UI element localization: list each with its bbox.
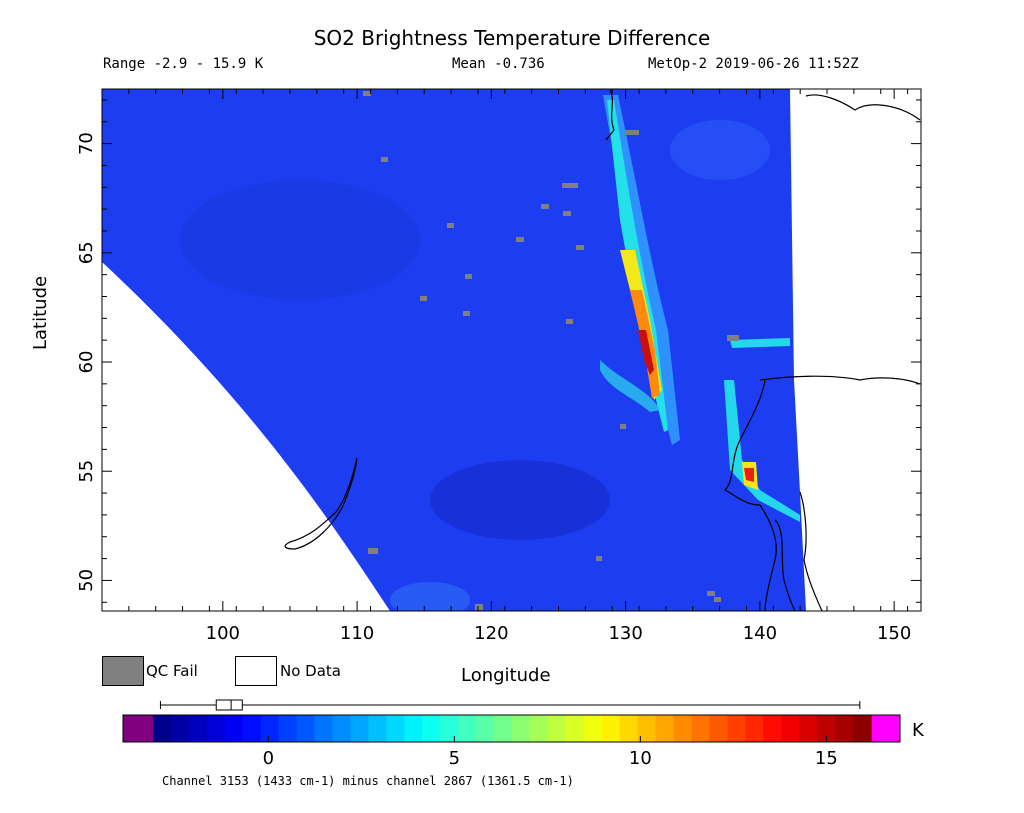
swath-dark-patch xyxy=(430,460,610,540)
colorbar-segment xyxy=(188,715,208,742)
colorbar-segment xyxy=(691,715,711,742)
colorbar-segment xyxy=(440,715,459,742)
colorbar-segment xyxy=(512,715,531,742)
colorbar-segment xyxy=(314,715,334,742)
colorbar-segment xyxy=(673,715,693,742)
colorbar-segment xyxy=(745,715,764,742)
axis-ticks xyxy=(101,89,921,611)
colorbar-segment xyxy=(224,715,244,742)
colorbar-segment xyxy=(422,715,441,742)
colorbar-segment xyxy=(476,715,495,742)
colorbar-segment xyxy=(835,715,854,742)
colorbar-tick-label: 10 xyxy=(628,748,652,769)
colorbar-segment xyxy=(799,715,818,742)
colorbar-segment xyxy=(153,715,172,742)
colorbar-segment xyxy=(817,715,836,742)
mean-label: Mean -0.736 xyxy=(452,56,545,72)
colorbar-under xyxy=(123,715,153,742)
y-axis-label: Latitude xyxy=(30,275,51,350)
colorbar-segment xyxy=(368,715,387,742)
colorbar-segment xyxy=(260,715,280,742)
colorbar-segment xyxy=(278,715,298,742)
y-tick-label: 55 xyxy=(76,460,97,483)
colorbar-segment xyxy=(494,715,513,742)
colorbar-segment xyxy=(565,715,585,742)
swath-light-patch xyxy=(670,120,770,180)
y-tick-label: 50 xyxy=(76,569,97,592)
swath-dark-patch xyxy=(180,180,420,300)
x-tick-label: 120 xyxy=(474,623,508,644)
colorbar-frame xyxy=(122,714,901,743)
x-tick-label: 140 xyxy=(743,623,777,644)
colorbar-segment xyxy=(458,715,477,742)
colorbar-segment xyxy=(206,715,226,742)
colorbar-segment xyxy=(404,715,423,742)
colorbar-segment xyxy=(763,715,782,742)
chart-title: SO2 Brightness Temperature Difference xyxy=(313,26,711,50)
so2-coastal-plume xyxy=(724,338,800,522)
colorbar-segment xyxy=(601,715,621,742)
channel-footnote: Channel 3153 (1433 cm-1) minus channel 2… xyxy=(162,774,574,788)
colorbar-segment xyxy=(727,715,746,742)
x-tick-label: 150 xyxy=(877,623,911,644)
colorbar-segment xyxy=(781,715,800,742)
x-tick-label: 100 xyxy=(206,623,240,644)
colorbar xyxy=(122,714,901,743)
colorbar-tick-label: 0 xyxy=(262,748,275,769)
qc-fail-label: QC Fail xyxy=(146,662,198,680)
x-tick-label: 110 xyxy=(340,623,374,644)
qc-fail-swatch xyxy=(102,656,144,686)
colorbar-segment xyxy=(242,715,262,742)
colorbar-segment xyxy=(296,715,316,742)
colorbar-over xyxy=(871,715,900,742)
boxplot-box xyxy=(215,699,243,711)
colorbar-segment xyxy=(853,715,872,742)
colorbar-unit: K xyxy=(912,720,924,741)
y-tick-label: 65 xyxy=(76,241,97,264)
coastlines xyxy=(284,89,921,611)
colorbar-segment xyxy=(332,715,352,742)
colorbar-tick-label: 5 xyxy=(448,748,461,769)
no-data-label: No Data xyxy=(280,662,341,680)
swath-light-patch xyxy=(390,582,470,611)
plot-frame xyxy=(101,88,922,612)
colorbar-segment xyxy=(386,715,405,742)
x-tick-label: 130 xyxy=(608,623,642,644)
colorbar-segment xyxy=(547,715,567,742)
y-tick-label: 60 xyxy=(76,351,97,374)
so2-plume xyxy=(600,95,680,445)
colorbar-tick-label: 15 xyxy=(814,748,838,769)
colorbar-segment xyxy=(655,715,675,742)
colorbar-segment xyxy=(170,715,190,742)
satellite-timestamp: MetOp-2 2019-06-26 11:52Z xyxy=(648,56,859,72)
colorbar-segment xyxy=(619,715,639,742)
axis-tick-labels: 100 110 120 130 140 150 50 55 60 65 70 xyxy=(76,132,911,644)
no-data-swatch xyxy=(235,656,277,686)
colorbar-segment xyxy=(350,715,369,742)
colorbar-segment xyxy=(529,715,549,742)
qc-fail-pixels xyxy=(363,91,739,610)
colorbar-segment xyxy=(637,715,657,742)
map-plot-area xyxy=(102,89,921,611)
range-label: Range -2.9 - 15.9 K xyxy=(103,56,264,72)
colorbar-boxplot xyxy=(159,699,861,711)
colorbar-segment xyxy=(709,715,728,742)
y-tick-label: 70 xyxy=(76,132,97,155)
x-axis-label: Longitude xyxy=(461,665,551,686)
colorbar-segment xyxy=(583,715,603,742)
